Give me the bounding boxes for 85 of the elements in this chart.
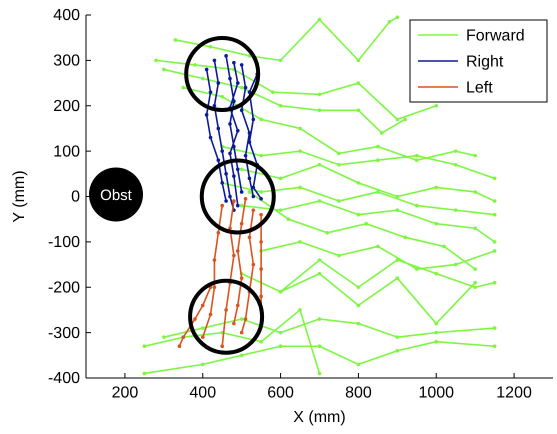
x-tick-label: 1000 (418, 384, 454, 402)
point (220, 149, 224, 153)
point (259, 294, 263, 298)
point (259, 267, 263, 271)
point (232, 99, 236, 104)
point (208, 312, 212, 316)
point (244, 317, 248, 321)
y-tick-label: -300 (48, 324, 80, 342)
legend-label: Left (466, 80, 494, 97)
point (228, 194, 232, 198)
point (220, 204, 224, 208)
x-axis-title: X (mm) (293, 409, 346, 426)
point (236, 167, 240, 172)
point (248, 176, 252, 180)
point (240, 63, 244, 67)
y-tick-label: 0 (71, 188, 80, 206)
point (200, 304, 205, 308)
y-tick-label: 300 (53, 52, 80, 70)
point (252, 186, 256, 190)
point (216, 81, 220, 85)
annotation: Obst (100, 186, 133, 204)
point (228, 226, 232, 230)
point (216, 231, 220, 235)
point (240, 276, 244, 280)
point (259, 212, 263, 216)
point (252, 208, 256, 212)
point (252, 262, 256, 266)
y-tick-label: 100 (53, 143, 80, 160)
legend-label: Forward (466, 28, 525, 45)
point (204, 113, 208, 117)
point (228, 76, 232, 80)
point (212, 258, 216, 262)
point (240, 108, 244, 112)
point (232, 144, 236, 148)
point (224, 54, 228, 58)
point (240, 190, 244, 194)
point (228, 152, 232, 156)
point (204, 68, 208, 72)
point (244, 154, 248, 158)
point (208, 90, 212, 94)
point (240, 222, 244, 226)
point (193, 317, 197, 321)
point (224, 308, 228, 312)
point (178, 344, 182, 348)
point (232, 199, 236, 203)
point (248, 236, 252, 240)
y-tick-label: -200 (48, 279, 80, 296)
x-tick-label: 200 (112, 384, 138, 402)
y-tick-label: -100 (48, 234, 80, 251)
point (220, 344, 224, 348)
point (236, 204, 240, 208)
point (224, 172, 228, 176)
point (232, 60, 236, 64)
point (244, 196, 248, 201)
y-tick-label: 200 (53, 98, 80, 115)
x-tick-label: 400 (189, 384, 216, 402)
point (240, 330, 244, 334)
point (208, 136, 212, 140)
point (259, 196, 263, 201)
y-axis-title: Y (mm) (11, 170, 28, 223)
point (216, 158, 220, 162)
point (232, 322, 236, 326)
x-tick-label: 800 (345, 384, 372, 402)
point (236, 128, 240, 133)
point (216, 126, 220, 130)
point (236, 304, 240, 308)
point (244, 86, 248, 90)
point (224, 199, 228, 203)
point (252, 194, 256, 198)
point (212, 58, 216, 62)
y-tick-label: -400 (48, 370, 80, 388)
point (212, 104, 216, 108)
point (236, 81, 240, 85)
x-tick-label: 600 (267, 384, 294, 402)
y-tick-label: 400 (53, 7, 80, 24)
point (200, 335, 205, 339)
point (228, 122, 232, 126)
point (212, 285, 216, 290)
point (232, 174, 236, 178)
point (259, 240, 263, 244)
point (232, 254, 236, 258)
point (252, 118, 256, 122)
legend-label: Right (466, 54, 504, 71)
point (236, 249, 240, 253)
x-tick-label: 1200 (496, 384, 532, 402)
